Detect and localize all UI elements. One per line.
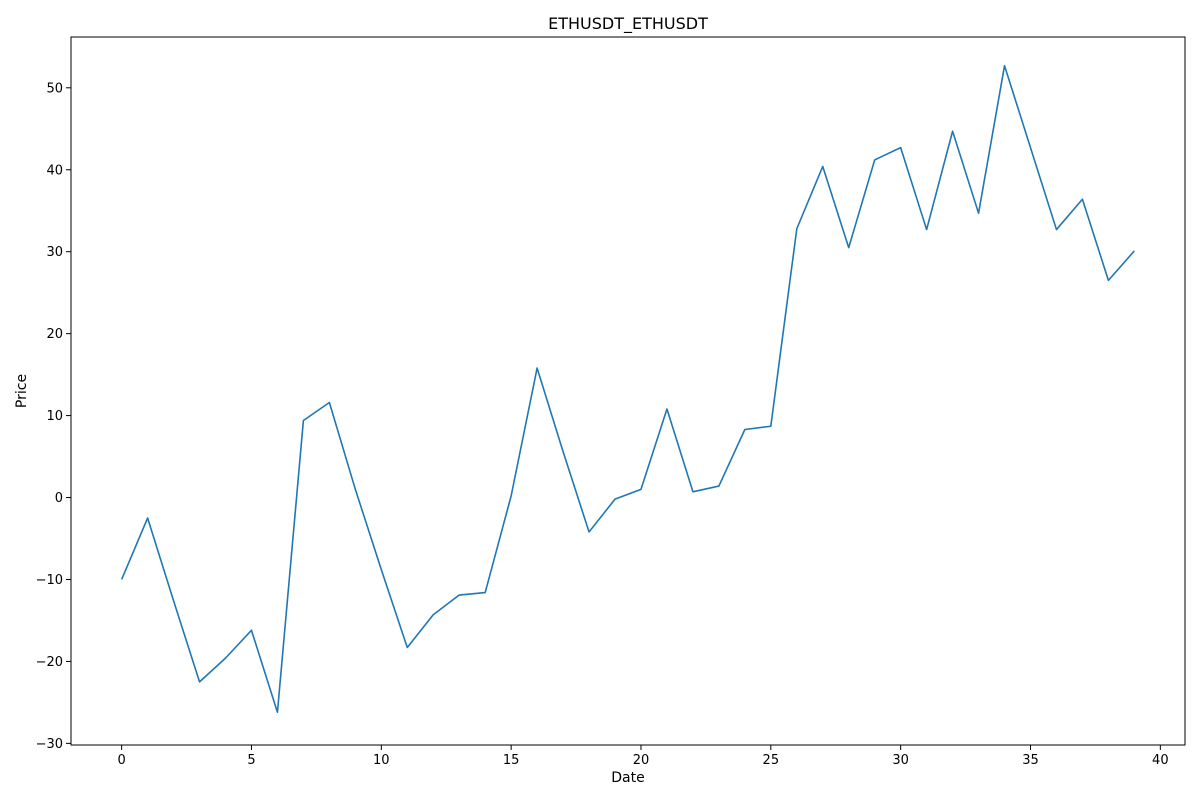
y-tick-label: 40 [46,163,63,178]
x-axis-label: Date [611,770,644,786]
chart-title: ETHUSDT_ETHUSDT [548,14,708,34]
y-tick-label: −30 [36,737,63,752]
x-tick-label: 30 [892,753,909,768]
x-tick-label: 35 [1022,753,1039,768]
y-tick-label: 0 [55,491,63,506]
y-tick-label: 30 [46,245,63,260]
x-axis: 0 5 10 15 20 25 30 35 40 [117,745,1169,768]
y-tick-label: −10 [36,573,63,588]
y-tick-label: −20 [36,655,63,670]
y-tick-label: 50 [46,81,63,96]
x-tick-label: 5 [247,753,255,768]
y-axis-label: Price [14,374,30,408]
plot-area [120,64,1135,714]
x-tick-label: 20 [633,753,650,768]
x-tick-label: 10 [373,753,390,768]
x-tick-label: 15 [503,753,520,768]
series-line [120,64,1135,714]
x-tick-label: 0 [117,753,125,768]
x-tick-label: 25 [763,753,780,768]
y-axis: −30 −20 −10 0 10 20 30 40 50 [36,81,71,752]
y-tick-label: 20 [46,327,63,342]
x-tick-label: 40 [1152,753,1169,768]
y-tick-label: 10 [46,409,63,424]
plot-frame [70,36,1186,746]
